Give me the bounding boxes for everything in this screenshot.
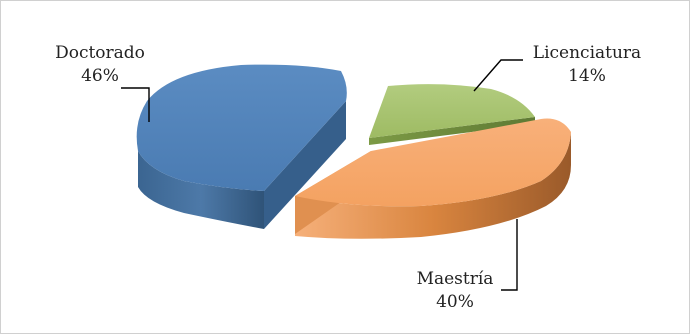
- label-licenciatura-category: Licenciatura: [533, 43, 641, 63]
- leader-line-licenciatura: [474, 60, 523, 91]
- label-doctorado-category: Doctorado: [55, 43, 145, 63]
- leader-line-maestria: [501, 219, 517, 290]
- label-maestria-percent: 40%: [436, 292, 474, 312]
- label-licenciatura-percent: 14%: [568, 66, 606, 86]
- label-maestria-category: Maestría: [417, 269, 494, 289]
- label-doctorado-percent: 46%: [81, 66, 119, 86]
